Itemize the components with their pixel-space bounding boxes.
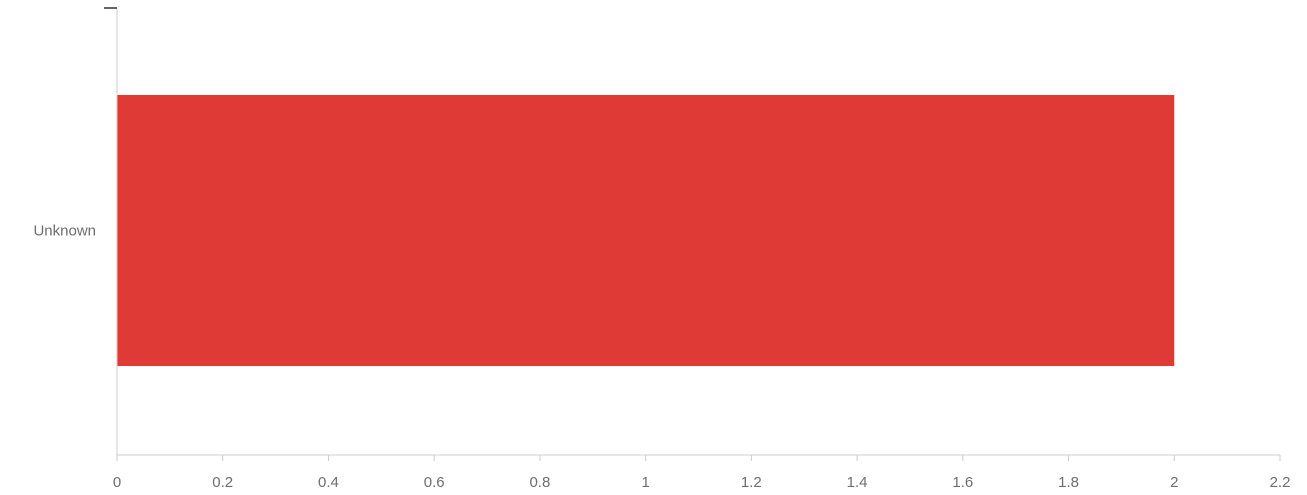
x-tick-label: 2.2 [1270,474,1291,491]
x-tick-label: 2 [1170,474,1178,491]
x-tick-label: 1.6 [952,474,973,491]
x-tick-label: 1 [641,474,649,491]
x-axis-ticks: 0 0.2 0.4 0.6 0.8 1 1.2 1.4 1.6 1.8 2 2.2 [113,455,1291,491]
x-tick-label: 0 [113,474,121,491]
category-label: Unknown [33,223,96,240]
x-tick-label: 0.2 [212,474,233,491]
category-labels: Unknown [33,223,96,240]
x-tick-label: 0.8 [529,474,550,491]
x-tick-label: 1.4 [847,474,868,491]
x-tick-label: 0.6 [424,474,445,491]
bar-unknown [117,95,1175,366]
x-tick-label: 1.8 [1058,474,1079,491]
bars-group [117,95,1175,366]
x-tick-label: 0.4 [318,474,339,491]
x-tick-label: 1.2 [741,474,762,491]
